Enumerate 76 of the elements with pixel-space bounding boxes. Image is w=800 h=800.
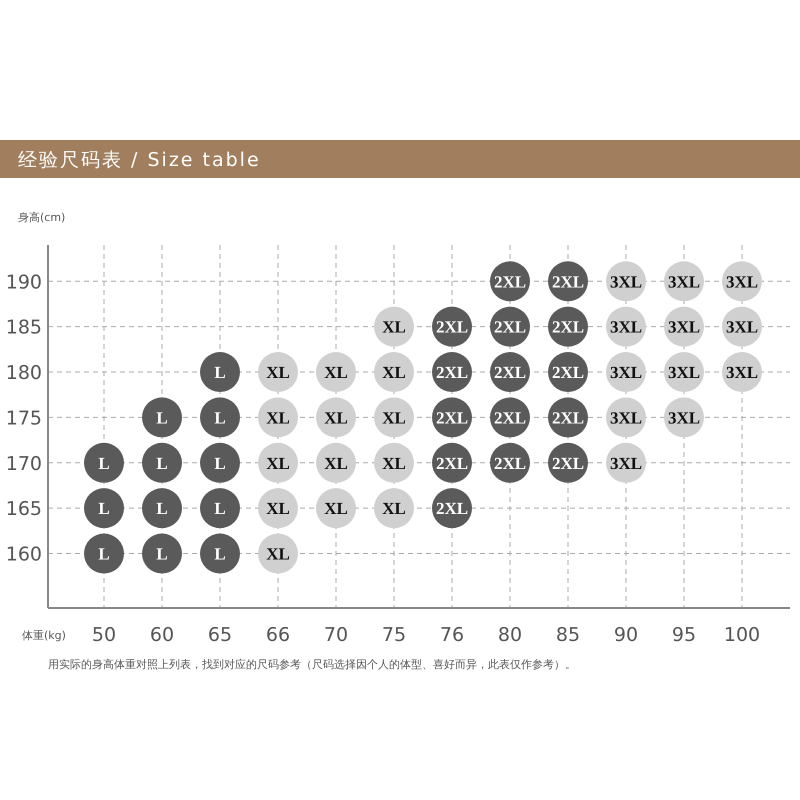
x-tick-label: 75 <box>382 624 406 646</box>
text: 3XL <box>610 272 642 292</box>
text: XL <box>324 363 348 382</box>
text: XL <box>382 499 406 518</box>
text: 3XL <box>610 318 642 337</box>
x-tick-label: 95 <box>672 624 696 646</box>
text: 3XL <box>668 363 700 382</box>
text: L <box>214 499 226 518</box>
text: 3XL <box>726 272 758 292</box>
text: XL <box>324 499 348 518</box>
text: 2XL <box>552 363 584 382</box>
text: L <box>98 499 110 518</box>
text: 2XL <box>494 318 526 337</box>
text: L <box>214 454 226 473</box>
y-tick-label: 185 <box>6 316 42 339</box>
x-tick-label: 80 <box>498 624 522 646</box>
y-tick-label: 160 <box>6 544 42 566</box>
y-tick-label: 175 <box>6 407 42 430</box>
text: L <box>156 499 168 518</box>
text: 用实际的身高体重对照上列表，找到对应的尺码参考（尺码选择因个人的体型、喜好而异，此表仅作参考）。 <box>48 658 576 671</box>
y-tick-label: 165 <box>6 498 42 520</box>
x-tick-label: 90 <box>614 624 638 646</box>
text: L <box>214 363 226 382</box>
x-axis-title: 体重(kg) <box>22 629 66 642</box>
text: L <box>214 408 226 428</box>
text: L <box>98 544 110 564</box>
x-tick-label: 66 <box>266 624 290 646</box>
x-tick-label: 50 <box>92 624 116 646</box>
x-tick-label: 85 <box>556 624 580 646</box>
text: XL <box>382 363 406 382</box>
text: XL <box>324 454 348 473</box>
series-label: 3XL <box>610 454 642 473</box>
text: 3XL <box>726 318 758 337</box>
x-tick-label: 65 <box>208 624 232 646</box>
y-tick-label: 170 <box>6 452 42 475</box>
text: 3XL <box>610 363 642 382</box>
text: XL <box>382 408 406 428</box>
x-tick-label: 76 <box>440 624 464 646</box>
text: 3XL <box>726 363 758 382</box>
text: XL <box>324 408 348 428</box>
text: XL <box>266 363 290 382</box>
text: 2XL <box>494 363 526 382</box>
series-label: XL <box>266 454 290 473</box>
text: 3XL <box>668 272 700 292</box>
text: 2XL <box>436 408 468 428</box>
x-tick-label: 100 <box>724 624 760 646</box>
text: 2XL <box>552 272 584 292</box>
text: L <box>156 544 168 564</box>
series-label: L <box>98 454 110 473</box>
series-label: 2XL <box>494 454 526 473</box>
text: L <box>214 544 226 564</box>
text: 3XL <box>610 408 642 428</box>
text: XL <box>382 454 406 473</box>
text: 2XL <box>436 499 468 518</box>
text: L <box>156 408 168 428</box>
text: XL <box>382 318 406 337</box>
y-tick-label: 190 <box>6 271 42 294</box>
text: 2XL <box>494 408 526 428</box>
text: 2XL <box>436 454 468 473</box>
text: 2XL <box>552 318 584 337</box>
chart-title: 经验尺码表 / Size table <box>18 149 261 171</box>
text: 2XL <box>436 318 468 337</box>
y-axis-title: 身高(cm) <box>18 211 66 224</box>
text: 3XL <box>668 408 700 428</box>
text: 2XL <box>436 363 468 382</box>
text: L <box>156 454 168 473</box>
text: 2XL <box>552 454 584 473</box>
x-tick-label: 70 <box>324 624 348 646</box>
text: 3XL <box>668 318 700 337</box>
text: XL <box>266 408 290 428</box>
x-tick-label: 60 <box>150 624 174 646</box>
text: XL <box>266 544 290 564</box>
y-tick-label: 180 <box>6 362 42 384</box>
text: 2XL <box>552 408 584 428</box>
text: 2XL <box>494 272 526 292</box>
text: XL <box>266 499 290 518</box>
